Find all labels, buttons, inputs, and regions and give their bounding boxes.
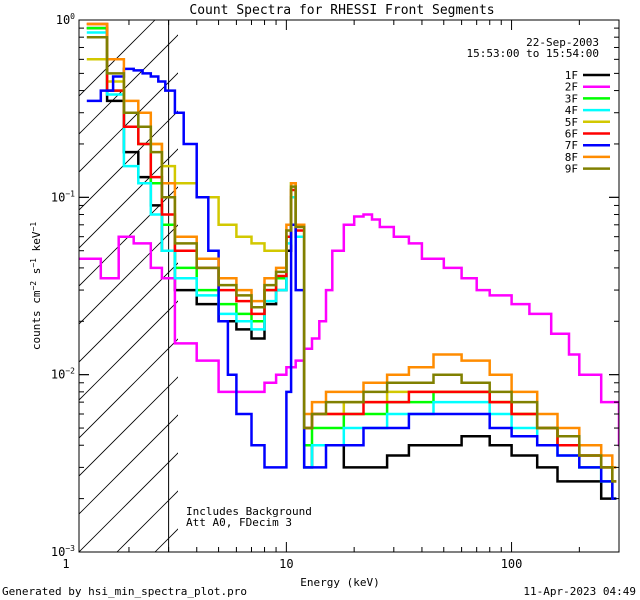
- chart-title: Count Spectra for RHESSI Front Segments: [189, 3, 494, 18]
- hatch-line: [535, 20, 640, 552]
- y-axis-label-main: counts cm: [30, 290, 43, 350]
- legend-label-2F: 2F: [565, 81, 578, 94]
- chart-date: 22-Sep-2003: [526, 36, 599, 49]
- hatch-line: [79, 224, 178, 325]
- y-axis-label-exp1: −2: [29, 281, 38, 291]
- hatch-line: [79, 376, 178, 477]
- x-tick-label: 10: [279, 557, 293, 571]
- hatch-line: [611, 20, 640, 552]
- hatch-line: [307, 20, 640, 552]
- y-axis-label-exp3: −1: [29, 222, 38, 232]
- x-tick-label: 100: [501, 557, 523, 571]
- annotation-attenuator: Att A0, FDecim 3: [186, 516, 292, 529]
- y-axis-ticks: 10−3 10−2 10−1 100: [51, 12, 619, 559]
- legend-label-8F: 8F: [565, 151, 578, 164]
- x-tick-label: 1: [62, 557, 69, 571]
- y-axis-label: counts cm−2 s−1 keV−1: [29, 222, 44, 350]
- hatch-line: [345, 20, 640, 552]
- chart-time-range: 15:53:00 to 15:54:00: [467, 47, 599, 60]
- y-tick-label: 100: [56, 12, 75, 27]
- series-line-7F: [86, 67, 617, 500]
- hatch-line: [421, 20, 640, 552]
- y-tick-label: 10−1: [51, 189, 75, 204]
- hatch-line: [79, 414, 178, 515]
- y-axis-label-end: keV: [30, 231, 43, 258]
- series-layer: [79, 22, 619, 500]
- hatch-line: [79, 452, 178, 552]
- hatch-line: [573, 20, 640, 552]
- annotation-background: Includes Background: [186, 505, 312, 518]
- y-tick-label: 10−2: [51, 367, 75, 382]
- legend-label-1F: 1F: [565, 69, 578, 82]
- hatch-line: [79, 72, 178, 173]
- legend-label-7F: 7F: [565, 139, 578, 152]
- footer-generated-by: Generated by hsi_min_spectra_plot.pro: [2, 585, 248, 598]
- hatch-line: [79, 148, 178, 249]
- plot-frame: [78, 19, 620, 553]
- legend-label-5F: 5F: [565, 116, 578, 129]
- legend-label-3F: 3F: [565, 92, 578, 105]
- legend-label-4F: 4F: [565, 104, 578, 117]
- legend-label-6F: 6F: [565, 128, 578, 141]
- hatch-line: [79, 338, 178, 439]
- series-line-8F: [86, 22, 617, 469]
- hatch-line: [79, 186, 178, 287]
- footer-timestamp: 11-Apr-2023 04:49: [523, 585, 636, 598]
- hatch-line: [79, 262, 178, 363]
- shaded-low-energy-region: [79, 20, 640, 552]
- y-axis-label-exp2: −1: [29, 258, 38, 268]
- series-line-2F: [79, 213, 619, 447]
- x-axis-label: Energy (keV): [300, 576, 379, 589]
- hatch-line: [269, 20, 640, 552]
- y-tick-label: 10−3: [51, 544, 75, 559]
- y-axis-label-mid: s: [30, 268, 43, 281]
- legend-label-9F: 9F: [565, 163, 578, 176]
- x-axis-ticks: 1 10 100: [62, 20, 620, 571]
- series-line-9F: [86, 35, 617, 483]
- hatch-line: [79, 34, 178, 135]
